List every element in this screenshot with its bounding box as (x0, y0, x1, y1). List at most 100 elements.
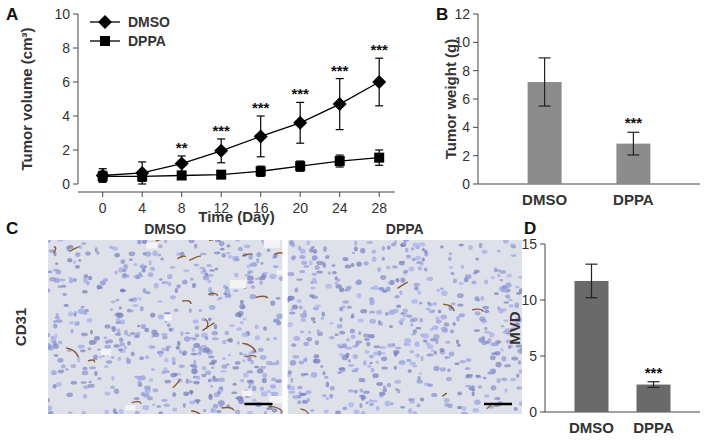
point-marker (214, 144, 228, 158)
nucleus (453, 322, 456, 326)
nucleus (354, 368, 359, 370)
nucleus (359, 389, 363, 393)
nucleus (81, 242, 86, 245)
nucleus (214, 324, 217, 329)
point-marker (293, 116, 307, 130)
x-tick-label: DMSO (569, 419, 614, 436)
nucleus (127, 334, 132, 336)
nucleus (111, 300, 116, 303)
nucleus (434, 351, 437, 355)
nucleus (385, 312, 389, 316)
vessel (256, 296, 268, 298)
nucleus (491, 276, 495, 279)
nucleus (234, 256, 239, 261)
nucleus (497, 273, 500, 277)
nucleus (399, 261, 405, 265)
x-tick-label: DPPA (633, 419, 674, 436)
nucleus (419, 302, 422, 305)
point-marker (177, 171, 187, 181)
nucleus (508, 299, 513, 301)
nucleus (416, 261, 422, 264)
nucleus (394, 295, 399, 298)
nucleus (273, 265, 279, 268)
nucleus (120, 289, 126, 292)
nucleus (429, 310, 435, 314)
nucleus (135, 411, 140, 414)
nucleus (423, 339, 428, 342)
nucleus (473, 408, 479, 412)
nucleus (297, 386, 302, 390)
y-tick (73, 82, 78, 83)
nucleus (439, 348, 444, 352)
nucleus (438, 309, 442, 313)
point-marker (256, 166, 266, 176)
nucleus (450, 329, 454, 333)
nucleus (96, 251, 99, 255)
nucleus (266, 338, 270, 341)
nucleus (403, 271, 407, 274)
nucleus (289, 312, 296, 315)
nucleus (294, 287, 298, 292)
nucleus (217, 298, 220, 301)
nucleus (164, 404, 171, 407)
nucleus (457, 344, 461, 348)
nucleus (267, 249, 271, 253)
nucleus (459, 313, 465, 317)
nucleus (293, 336, 300, 341)
nucleus (133, 275, 137, 278)
nucleus (315, 304, 321, 307)
nucleus (189, 240, 195, 243)
nucleus (235, 410, 240, 415)
nucleus (256, 252, 261, 257)
nucleus (474, 400, 480, 405)
nucleus (182, 280, 187, 285)
nucleus (114, 389, 119, 395)
nucleus (90, 330, 93, 335)
nucleus (88, 276, 92, 281)
nucleus (191, 347, 195, 352)
nucleus (336, 279, 340, 282)
nucleus (112, 327, 117, 332)
nucleus (195, 326, 200, 330)
nucleus (314, 359, 321, 364)
nucleus (65, 368, 69, 371)
nucleus (346, 286, 351, 291)
nucleus (207, 280, 211, 284)
nucleus (86, 281, 90, 286)
nucleus (322, 371, 325, 375)
nucleus (189, 390, 194, 394)
nucleus (215, 268, 219, 271)
nucleus (122, 274, 128, 279)
nucleus (248, 254, 253, 259)
nucleus (369, 399, 373, 403)
error-cap (648, 387, 660, 388)
vessel (275, 253, 283, 255)
error-stem (591, 264, 592, 298)
nucleus (157, 300, 162, 302)
nucleus (63, 304, 68, 307)
nucleus (263, 326, 267, 330)
nucleus (440, 287, 444, 290)
nucleus (415, 256, 421, 261)
nucleus (400, 318, 405, 321)
point-marker (216, 170, 226, 180)
nucleus (71, 381, 78, 385)
nucleus (511, 254, 517, 257)
nucleus (346, 338, 350, 342)
nucleus (247, 370, 253, 373)
nucleus (191, 353, 198, 356)
nucleus (519, 370, 522, 374)
nucleus (329, 336, 335, 339)
nucleus (322, 311, 325, 316)
nucleus (288, 272, 295, 276)
panel-label: C (6, 219, 18, 238)
nucleus (310, 409, 314, 412)
nucleus (166, 346, 170, 351)
error-cap (375, 105, 383, 106)
nucleus (132, 304, 138, 307)
legend-marker (98, 15, 112, 29)
nucleus (417, 290, 421, 295)
nucleus (162, 281, 168, 284)
nucleus (382, 290, 387, 293)
lumen (101, 349, 111, 356)
